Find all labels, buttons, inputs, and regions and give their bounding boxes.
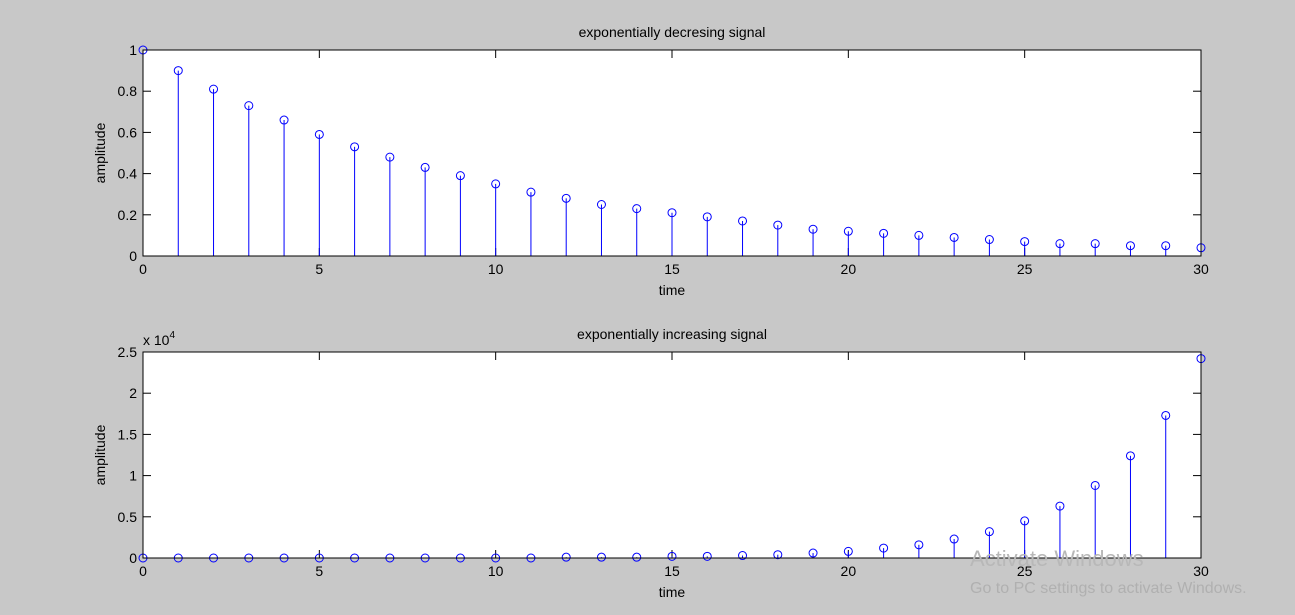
y-tick-label: 1	[129, 42, 137, 58]
stem-marker	[1125, 451, 1135, 461]
stem-marker	[173, 66, 183, 76]
x-tick-label: 10	[488, 563, 504, 579]
stem-marker	[209, 84, 219, 94]
y-multiplier-exponent: 4	[169, 330, 175, 341]
y-multiplier: x 104	[143, 330, 175, 348]
y-axis-label: amplitude	[92, 122, 108, 183]
stem-marker	[667, 208, 677, 218]
stem-marker	[879, 543, 889, 553]
chart-title: exponentially increasing signal	[577, 326, 767, 342]
stem-marker	[773, 550, 783, 560]
y-tick-label: 0.8	[118, 83, 138, 99]
y-axis-label: amplitude	[92, 424, 108, 485]
stem-marker	[244, 101, 254, 111]
y-multiplier-base: x 10	[143, 332, 170, 348]
watermark-text: Go to PC settings to activate Windows.	[970, 580, 1247, 597]
stem-marker	[1125, 241, 1135, 251]
x-tick-label: 25	[1017, 261, 1033, 277]
plot-area	[143, 352, 1201, 558]
stem-marker	[808, 224, 818, 234]
stem-marker	[350, 142, 360, 152]
x-tick-label: 5	[315, 261, 323, 277]
stem-marker	[808, 548, 818, 558]
stem-marker	[879, 228, 889, 238]
stem-marker	[526, 187, 536, 197]
x-tick-label: 0	[139, 563, 147, 579]
y-tick-label: 0	[129, 248, 137, 264]
x-tick-label: 30	[1193, 261, 1209, 277]
x-tick-label: 10	[488, 261, 504, 277]
stem-marker	[984, 527, 994, 537]
stem-marker	[1055, 239, 1065, 249]
stem-marker	[314, 129, 324, 139]
stem-marker	[596, 552, 606, 562]
stem-marker	[455, 171, 465, 181]
stem-marker	[596, 200, 606, 209]
watermark-title: Activate Windows	[970, 546, 1144, 571]
stem-marker	[843, 546, 853, 556]
stem-marker	[914, 230, 924, 240]
x-tick-label: 15	[664, 563, 680, 579]
y-tick-label: 2	[129, 385, 137, 401]
y-tick-label: 0	[129, 550, 137, 566]
stem-marker	[561, 193, 571, 203]
stem-marker	[561, 552, 571, 562]
x-tick-label: 25	[1017, 563, 1033, 579]
x-tick-label: 0	[139, 261, 147, 277]
y-tick-label: 0.6	[118, 124, 138, 140]
stem-marker	[632, 552, 642, 562]
x-tick-label: 20	[841, 261, 857, 277]
x-tick-label: 5	[315, 563, 323, 579]
x-tick-label: 30	[1193, 563, 1209, 579]
stem-marker	[1090, 239, 1100, 249]
stem-marker	[1020, 237, 1030, 247]
stem-marker	[773, 220, 783, 230]
stem-marker	[1161, 410, 1171, 420]
stem-marker	[1090, 480, 1100, 490]
stem-marker	[843, 226, 853, 236]
stem-marker	[632, 204, 642, 214]
chart-title: exponentially decresing signal	[579, 24, 766, 40]
stem-marker	[702, 551, 712, 561]
stem-marker	[491, 179, 501, 189]
stem-marker	[984, 235, 994, 245]
stem-marker	[702, 212, 712, 222]
x-axis-label: time	[659, 584, 686, 600]
y-tick-label: 2.5	[118, 344, 138, 360]
plot-frame	[142, 351, 1202, 559]
y-tick-label: 0.4	[118, 166, 138, 182]
stem-marker	[914, 540, 924, 550]
stem-marker	[1161, 241, 1171, 251]
y-tick-label: 1	[129, 468, 137, 484]
stem-marker	[738, 216, 748, 226]
stem-marker	[1055, 501, 1065, 511]
y-tick-label: 0.2	[118, 207, 138, 223]
x-tick-label: 20	[841, 563, 857, 579]
stem-marker	[738, 551, 748, 561]
stem-marker	[279, 115, 289, 125]
stem-marker	[420, 162, 430, 172]
y-tick-label: 0.5	[118, 509, 138, 525]
stem-marker	[667, 551, 677, 561]
y-tick-label: 1.5	[118, 426, 138, 442]
stem-marker	[1020, 516, 1030, 526]
stem-marker	[385, 152, 395, 162]
stem-marker	[949, 534, 959, 544]
plot-frame	[142, 49, 1202, 257]
x-tick-label: 15	[664, 261, 680, 277]
x-axis-label: time	[659, 282, 686, 298]
stem-marker	[949, 232, 959, 242]
